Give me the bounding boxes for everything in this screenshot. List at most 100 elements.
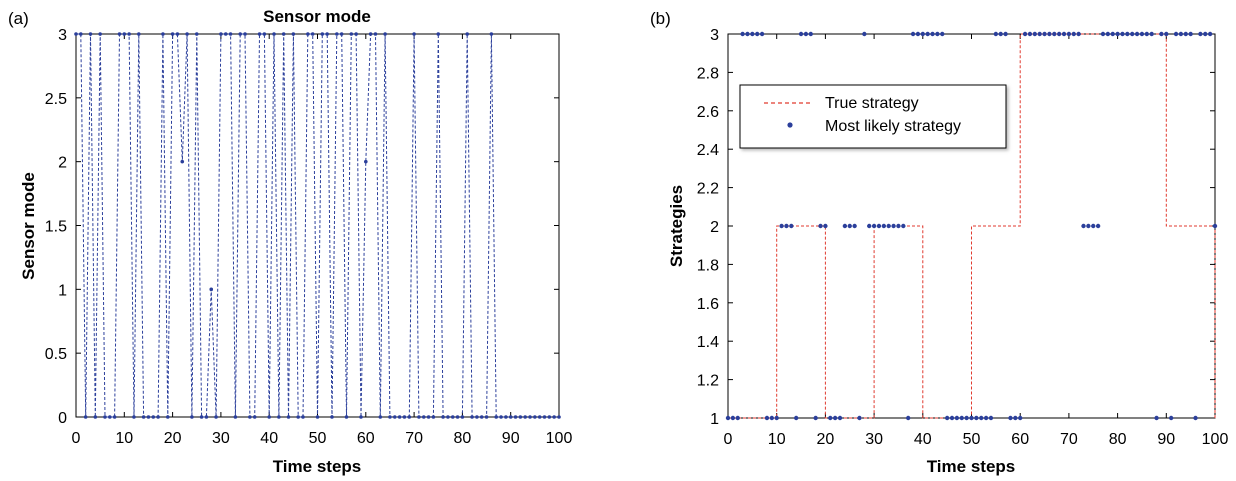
panel-a-y-label: Sensor mode (19, 172, 38, 280)
sensor-mode-point (74, 32, 78, 36)
sensor-mode-point (122, 32, 127, 36)
most-likely-strategy-point (759, 31, 765, 37)
sensor-mode-point (354, 32, 358, 36)
most-likely-strategy-point (1110, 31, 1115, 37)
most-likely-strategy-point (1061, 31, 1067, 37)
most-likely-strategy-point (930, 31, 935, 37)
y-tick-label: 3 (58, 27, 67, 44)
sensor-mode-point (194, 32, 199, 36)
most-likely-strategy-point (803, 31, 809, 37)
x-tick-label: 90 (502, 430, 520, 447)
most-likely-strategy-point (1207, 31, 1213, 37)
sensor-mode-point (306, 32, 310, 36)
most-likely-strategy-point (1066, 31, 1072, 37)
sensor-mode-point (146, 415, 151, 419)
sensor-mode-point (426, 415, 431, 419)
most-likely-strategy-point (832, 415, 838, 421)
most-likely-strategy-point (1183, 31, 1188, 37)
sensor-mode-point (243, 32, 247, 36)
sensor-mode-point (431, 415, 436, 419)
sensor-mode-point (136, 32, 141, 36)
most-likely-strategy-point (789, 223, 794, 229)
most-likely-strategy-point (798, 31, 804, 37)
sensor-mode-point (378, 415, 383, 419)
sensor-mode-point (161, 32, 165, 36)
sensor-mode-point (248, 415, 252, 419)
most-likely-strategy-point (988, 415, 994, 421)
sensor-mode-point (364, 159, 368, 164)
legend-true-strategy-label: True strategy (825, 95, 919, 112)
most-likely-strategy-point (1081, 223, 1086, 229)
most-likely-strategy-point (1018, 415, 1023, 421)
most-likely-strategy-point (1139, 31, 1145, 37)
most-likely-strategy-point (1134, 31, 1140, 37)
panel-b-legend: True strategy Most likely strategy (739, 84, 1007, 149)
most-likely-strategy-point (969, 415, 974, 421)
most-likely-strategy-point (755, 31, 760, 37)
panel-a-title: Sensor mode (263, 7, 371, 26)
y-tick-label: 2 (710, 219, 719, 236)
most-likely-strategy-point (1042, 31, 1047, 37)
x-tick-label: 60 (357, 430, 375, 447)
x-tick-label: 100 (1202, 431, 1229, 448)
sensor-mode-point (392, 415, 397, 419)
most-likely-strategy-point (818, 223, 823, 229)
sensor-mode-point (277, 415, 281, 419)
sensor-mode-point (441, 415, 445, 419)
most-likely-strategy-point (725, 415, 731, 421)
sensor-mode-point (417, 415, 421, 419)
most-likely-strategy-point (1168, 415, 1174, 421)
sensor-mode-point (421, 415, 426, 419)
most-likely-strategy-point (925, 31, 930, 37)
sensor-mode-point (489, 32, 494, 36)
most-likely-strategy-point (1008, 415, 1013, 421)
x-tick-label: 0 (72, 430, 81, 447)
sensor-mode-point (359, 415, 363, 419)
x-tick-label: 30 (865, 431, 883, 448)
most-likely-strategy-point (842, 223, 848, 229)
x-tick-label: 20 (817, 431, 835, 448)
most-likely-strategy-point (857, 415, 862, 421)
panel-a-x-label: Time steps (273, 457, 362, 476)
sensor-mode-point (88, 32, 93, 36)
x-tick-label: 70 (405, 430, 423, 447)
most-likely-strategy-point (1212, 223, 1218, 229)
sensor-mode-point (257, 32, 262, 36)
most-likely-strategy-point (862, 31, 867, 37)
most-likely-strategy-point (876, 223, 882, 229)
sensor-mode-point (325, 32, 329, 36)
most-likely-strategy-point (915, 31, 921, 37)
most-likely-strategy-point (1013, 415, 1018, 421)
sensor-mode-point (528, 415, 532, 419)
sensor-mode-point (552, 415, 556, 419)
most-likely-strategy-point (1159, 31, 1164, 37)
sensor-mode-point (209, 287, 214, 292)
most-likely-strategy-point (1203, 31, 1208, 37)
most-likely-strategy-point (808, 31, 813, 37)
x-tick-label: 60 (1011, 431, 1029, 448)
true-strategy-line (728, 33, 1216, 419)
y-tick-label: 2 (58, 155, 67, 172)
sensor-mode-point (383, 32, 387, 36)
sensor-mode-point (513, 415, 518, 419)
y-tick-label: 1.5 (45, 219, 67, 236)
most-likely-strategy-point (1130, 31, 1135, 37)
most-likely-strategy-point (959, 415, 964, 421)
sensor-mode-point (286, 415, 291, 419)
sensor-mode-point (349, 32, 354, 36)
most-likely-strategy-point (1056, 31, 1062, 37)
x-tick-label: 50 (309, 430, 327, 447)
sensor-mode-point (310, 32, 315, 36)
y-tick-label: 2.4 (697, 142, 719, 159)
sensor-mode-point (547, 415, 552, 419)
x-tick-label: 10 (768, 431, 786, 448)
sensor-mode-point (436, 32, 441, 36)
most-likely-strategy-point (745, 31, 750, 37)
legend-most-likely-strategy-label: Most likely strategy (825, 118, 961, 135)
most-likely-strategy-point (905, 415, 911, 421)
sensor-mode-point (330, 415, 334, 419)
sensor-mode-point (98, 32, 102, 36)
sensor-mode-point (339, 32, 344, 36)
y-tick-label: 0 (58, 410, 67, 427)
